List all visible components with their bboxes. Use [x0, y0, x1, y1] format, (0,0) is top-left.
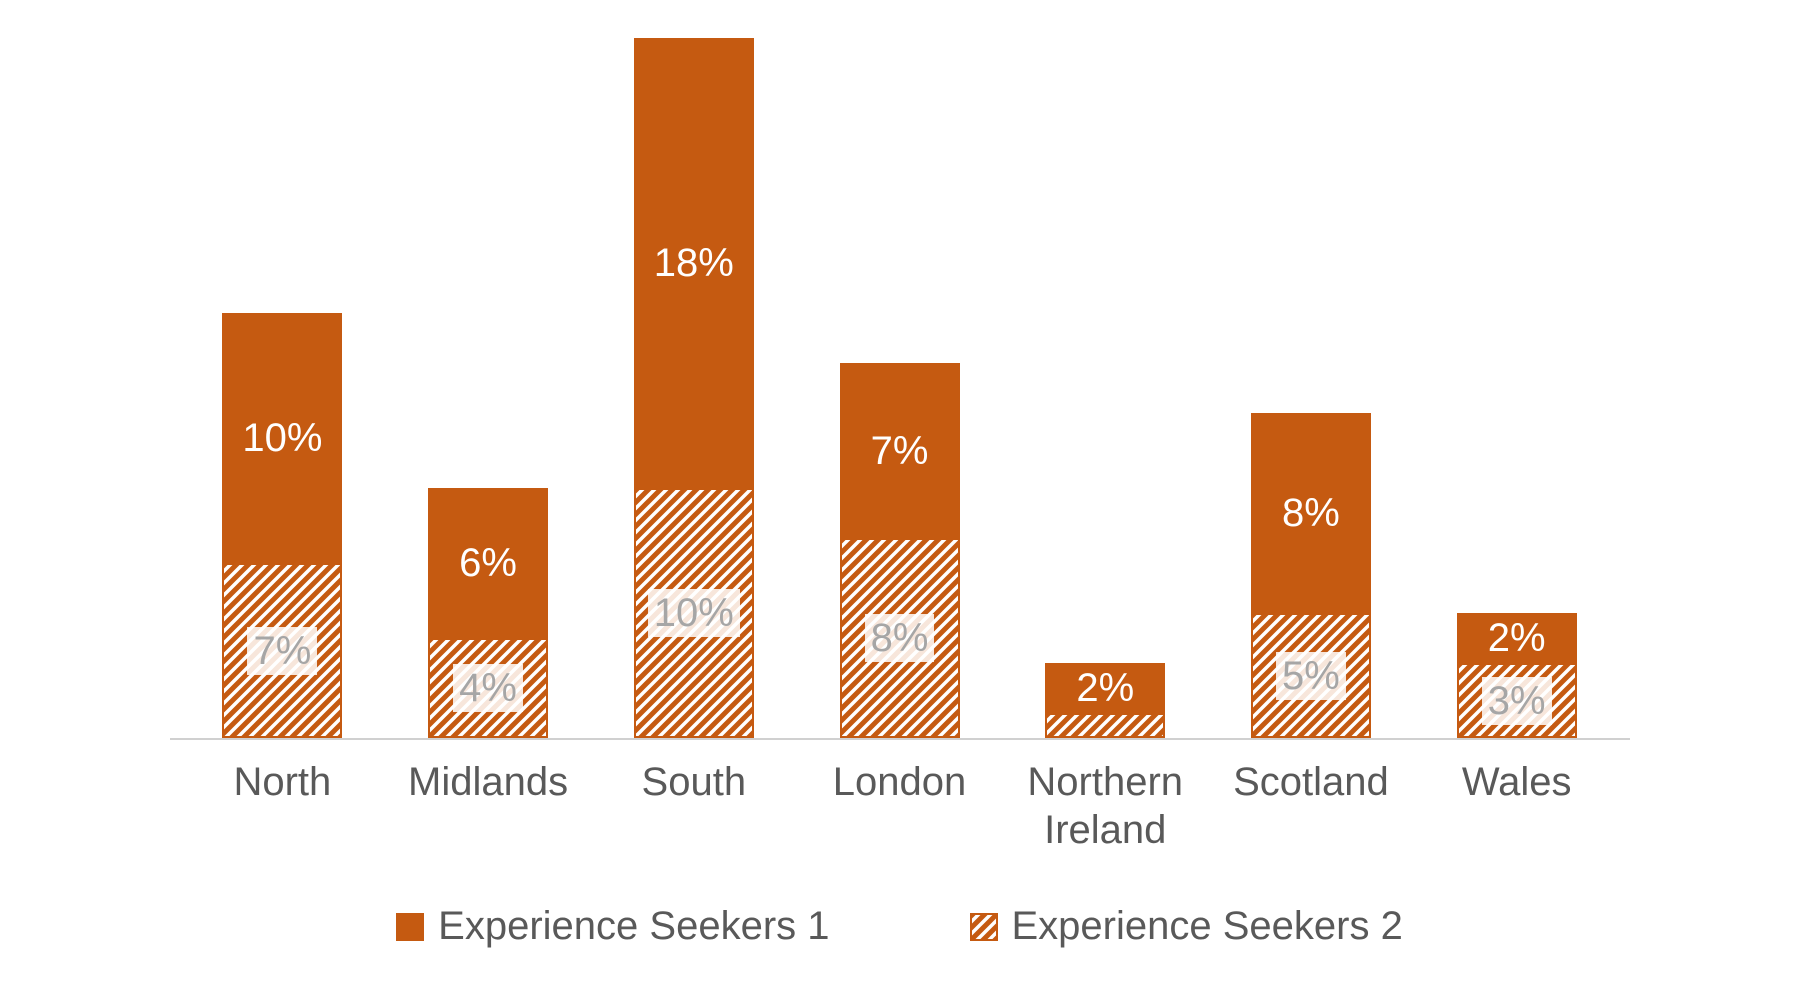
data-label: 7%: [247, 627, 317, 675]
bar: 6% 4%: [428, 488, 548, 738]
bar-segment-hatch: 10%: [634, 488, 754, 738]
x-tick-label: NorthernIreland: [1002, 758, 1208, 854]
bar-group: 18% 10%: [591, 40, 797, 738]
bar-segment-hatch: 7%: [222, 563, 342, 738]
bar-group: 10% 7%: [180, 40, 386, 738]
bar: 18% 10%: [634, 38, 754, 738]
bar-segment-hatch: 4%: [428, 638, 548, 738]
bar-segment-solid: 7%: [840, 363, 960, 538]
bar-segment-hatch: 5%: [1251, 613, 1371, 738]
bar-group: 2%3%: [1414, 40, 1620, 738]
bar: 7% 8%: [840, 363, 960, 738]
plot-area: 10%7%6%4%18%10%7%8%2%8%5%2%3%: [170, 40, 1630, 740]
bar-group: 6% 4%: [385, 40, 591, 738]
data-label: 3%: [1482, 677, 1552, 725]
data-label: 6%: [459, 543, 517, 583]
bar-segment-solid: 8%: [1251, 413, 1371, 613]
legend: Experience Seekers 1 Experience Seekers …: [170, 904, 1630, 949]
legend-swatch-solid: [396, 913, 424, 941]
data-label: 4%: [453, 664, 523, 712]
data-label: 18%: [654, 243, 734, 283]
data-label: 8%: [1282, 493, 1340, 533]
data-label: 10%: [242, 418, 322, 458]
x-tick-label: Scotland: [1208, 758, 1414, 854]
bar: 8% 5%: [1251, 413, 1371, 738]
data-label: 7%: [871, 431, 929, 471]
bar-segment-hatch: 3%: [1457, 663, 1577, 738]
legend-swatch-hatch: [970, 913, 998, 941]
data-label: 8%: [865, 614, 935, 662]
x-tick-label: North: [180, 758, 386, 854]
legend-label: Experience Seekers 2: [1012, 904, 1403, 949]
bar-segment-hatch: [1045, 713, 1165, 738]
legend-item-solid: Experience Seekers 1: [396, 904, 829, 949]
bar-segment-solid: 2%: [1457, 613, 1577, 663]
data-label: 2%: [1488, 618, 1546, 658]
bar-segment-solid: 18%: [634, 38, 754, 488]
stacked-bar-chart: 10%7%6%4%18%10%7%8%2%8%5%2%3% NorthMidla…: [170, 40, 1630, 949]
bar-group: 7% 8%: [797, 40, 1003, 738]
data-label: 10%: [648, 589, 740, 637]
bar-segment-solid: 6%: [428, 488, 548, 638]
bar-segment-solid: 2%: [1045, 663, 1165, 713]
data-label: 5%: [1276, 652, 1346, 700]
data-label: 2%: [1076, 668, 1134, 708]
x-tick-label: Midlands: [385, 758, 591, 854]
bar: 2%3%: [1457, 613, 1577, 738]
x-tick-label: Wales: [1414, 758, 1620, 854]
x-axis: NorthMidlandsSouthLondonNorthernIrelandS…: [170, 740, 1630, 854]
bar-segment-hatch: 8%: [840, 538, 960, 738]
legend-label: Experience Seekers 1: [438, 904, 829, 949]
legend-item-hatch: Experience Seekers 2: [970, 904, 1403, 949]
bar-group: 8% 5%: [1208, 40, 1414, 738]
bar: 2%: [1045, 663, 1165, 738]
bar: 10% 7%: [222, 313, 342, 738]
x-tick-label: London: [797, 758, 1003, 854]
x-tick-label: South: [591, 758, 797, 854]
bar-group: 2%: [1002, 40, 1208, 738]
bar-segment-solid: 10%: [222, 313, 342, 563]
